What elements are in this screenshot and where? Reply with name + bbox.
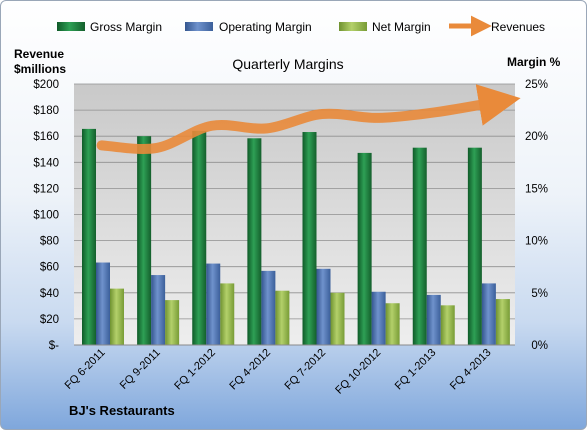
left-tick-label: $20 — [40, 314, 59, 326]
left-axis-ticks: $- $20 $40 $60 $80 $100 $120 $140 $160 $180 $200 — [33, 79, 59, 352]
net-margin-bar — [220, 283, 235, 345]
right-tick-label: 5% — [531, 288, 548, 300]
left-tick-label: $200 — [33, 79, 59, 91]
legend: Gross Margin Operating Margin Net Margin… — [57, 15, 545, 37]
legend-label-gross-margin: Gross Margin — [90, 20, 162, 34]
company-name: BJ's Restaurants — [69, 403, 175, 418]
legend-item-operating-margin: Operating Margin — [185, 20, 312, 34]
gross-margin-bar — [302, 132, 317, 345]
right-tick-label: 15% — [525, 183, 548, 195]
operating-margin-bar — [371, 291, 386, 345]
left-tick-label: $180 — [33, 105, 59, 117]
gross-margin-bar — [137, 136, 152, 345]
operating-margin-bar — [206, 263, 221, 345]
legend-label-net-margin: Net Margin — [372, 20, 431, 34]
operating-margin-bar — [426, 294, 441, 345]
right-axis-ticks: 0% 5% 10% 15% 20% 25% — [525, 79, 548, 352]
right-tick-label: 20% — [525, 131, 548, 143]
gross-margin-bar — [357, 152, 372, 345]
legend-label-revenues: Revenues — [491, 20, 545, 34]
net-margin-bar — [495, 299, 510, 345]
x-tick-label: FQ 1-2012 — [172, 347, 218, 393]
legend-item-gross-margin: Gross Margin — [57, 20, 162, 34]
x-tick-label: FQ 10-2012 — [333, 347, 383, 397]
left-tick-label: $140 — [33, 157, 59, 169]
right-tick-label: 0% — [531, 340, 548, 352]
net-margin-bar — [385, 303, 400, 345]
x-tick-label: FQ 9-2011 — [118, 347, 163, 392]
gross-margin-bar — [192, 130, 207, 345]
bars — [82, 128, 510, 345]
x-tick-label: FQ 6-2011 — [63, 347, 108, 392]
legend-swatch-gross-margin — [57, 22, 85, 31]
right-axis-title: Margin % — [507, 55, 561, 69]
x-tick-label: FQ 1-2013 — [393, 347, 439, 393]
chart-title: Quarterly Margins — [232, 56, 343, 72]
right-tick-label: 10% — [525, 236, 548, 248]
left-tick-label: $- — [49, 340, 59, 352]
x-axis-ticks: FQ 6-2011 FQ 9-2011 FQ 1-2012 FQ 4-2012 FQ 7… — [63, 347, 494, 397]
net-margin-bar — [330, 292, 345, 345]
legend-label-operating-margin: Operating Margin — [219, 20, 312, 34]
gross-margin-bar — [82, 128, 96, 345]
operating-margin-bar — [316, 268, 331, 345]
x-tick-label: FQ 4-2012 — [227, 347, 273, 393]
legend-item-revenues: Revenues — [449, 15, 545, 37]
operating-margin-bar — [261, 270, 276, 345]
left-tick-label: $100 — [33, 210, 59, 222]
left-tick-label: $120 — [33, 183, 59, 195]
left-tick-label: $160 — [33, 131, 59, 143]
net-margin-bar — [110, 288, 124, 345]
gross-margin-bar — [247, 138, 262, 345]
x-tick-label: FQ 4-2013 — [448, 347, 494, 393]
operating-margin-bar — [96, 262, 110, 345]
revenue-line — [96, 84, 521, 154]
x-tick-label: FQ 7-2012 — [283, 347, 329, 393]
net-margin-bar — [440, 305, 455, 345]
legend-item-net-margin: Net Margin — [339, 20, 431, 34]
legend-swatch-net-margin — [339, 22, 367, 31]
left-axis-title-line1: Revenue — [14, 47, 64, 61]
operating-margin-bar — [481, 283, 496, 345]
left-tick-label: $80 — [40, 236, 59, 248]
operating-margin-bar — [151, 275, 166, 345]
left-axis-title-line2: $millions — [14, 62, 66, 76]
gross-margin-bar — [467, 147, 482, 345]
left-tick-label: $40 — [40, 288, 59, 300]
net-margin-bar — [275, 290, 290, 345]
revenue-line-path — [96, 84, 521, 154]
gross-margin-bar — [412, 147, 427, 345]
right-tick-label: 25% — [525, 79, 548, 91]
net-margin-bar — [165, 300, 180, 345]
legend-swatch-operating-margin — [185, 22, 213, 31]
left-tick-label: $60 — [40, 262, 59, 274]
